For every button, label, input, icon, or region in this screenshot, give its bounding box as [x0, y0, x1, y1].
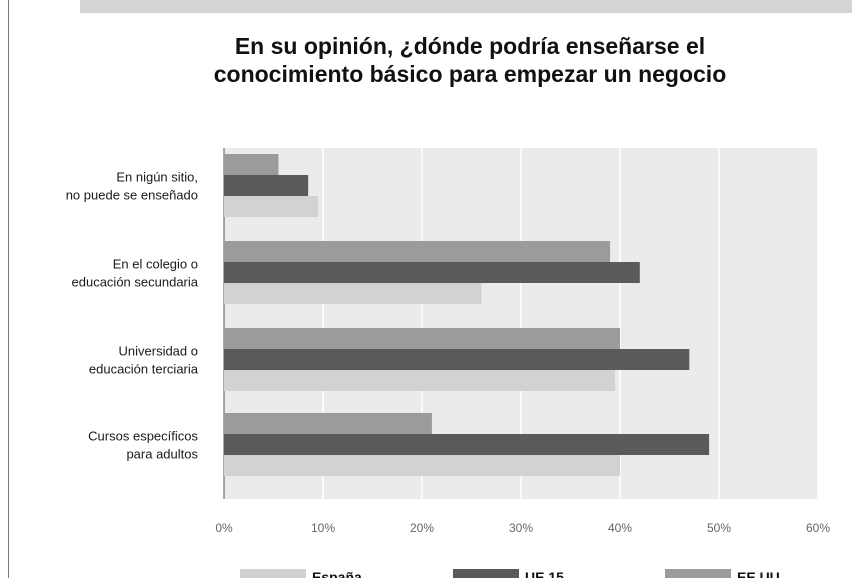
category-label: educación terciaria: [89, 362, 199, 377]
legend-swatch: [665, 569, 731, 578]
bar: [224, 455, 620, 476]
chart-title-line-2: conocimiento básico para empezar un nego…: [213, 61, 727, 87]
legend-swatch: [240, 569, 306, 578]
legend-label: EE.UU: [737, 569, 780, 578]
bar: [224, 413, 432, 434]
bar: [224, 262, 640, 283]
category-label: Universidad o: [119, 344, 199, 359]
legend-swatch: [453, 569, 519, 578]
chart-title-line-1: En su opinión, ¿dónde podría enseñarse e…: [234, 33, 706, 59]
bar: [224, 175, 309, 196]
bar: [224, 434, 710, 455]
x-tick-label: 40%: [608, 521, 632, 535]
x-tick-label: 0%: [215, 521, 233, 535]
bar: [224, 196, 319, 217]
bar: [224, 241, 611, 262]
bar: [224, 349, 690, 370]
category-label: no puede se enseñado: [66, 188, 198, 203]
frame-line: [8, 0, 9, 578]
legend-label: UE 15: [525, 569, 564, 578]
bar: [224, 154, 279, 175]
x-tick-label: 30%: [509, 521, 533, 535]
x-tick-label: 60%: [806, 521, 830, 535]
top-decor-bar: [80, 0, 852, 13]
bar: [224, 370, 616, 391]
category-label: para adultos: [126, 447, 198, 462]
bar: [224, 283, 482, 304]
chart-title: En su opinión, ¿dónde podría enseñarse e…: [120, 32, 820, 88]
legend-label: España: [312, 569, 362, 578]
bar: [224, 328, 620, 349]
x-tick-label: 10%: [311, 521, 335, 535]
category-label: En nigún sitio,: [116, 170, 198, 185]
category-label: Cursos específicos: [88, 429, 198, 444]
category-label: En el colegio o: [113, 257, 198, 272]
x-tick-label: 20%: [410, 521, 434, 535]
category-label: educación secundaria: [72, 275, 199, 290]
x-tick-label: 50%: [707, 521, 731, 535]
